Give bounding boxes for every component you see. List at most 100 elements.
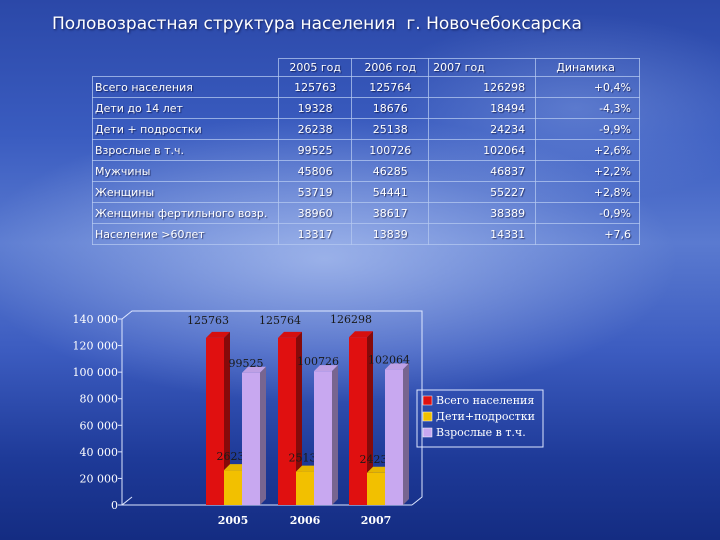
bar-top [278, 331, 302, 338]
bar-top [349, 331, 373, 338]
y-tick-label: 20 000 [80, 472, 119, 485]
row-label: Взрослые в т.ч. [92, 139, 279, 161]
table-header-row: 2005 год 2006 год 2007 год Динамика [92, 58, 640, 77]
legend-label: Дети+подростки [436, 410, 535, 423]
data-label: 125764 [259, 314, 301, 327]
bar-side [296, 331, 302, 505]
cell-dynamics: -9,9% [535, 118, 640, 140]
y-tick-label: 60 000 [80, 419, 119, 432]
cell-2006: 38617 [351, 202, 430, 224]
row-label: Всего населения [92, 76, 279, 98]
bar-side [224, 331, 230, 505]
bar [349, 337, 367, 505]
row-label: Население >60лет [92, 223, 279, 245]
bar-top [242, 366, 266, 373]
x-tick-label: 2007 [361, 514, 392, 527]
bar-top [314, 365, 338, 372]
header-dynamics: Динамика [535, 58, 640, 77]
data-label: 99525 [229, 357, 264, 370]
data-label: 102064 [368, 353, 410, 366]
cell-2007: 14331 [428, 223, 537, 245]
cell-2006: 18676 [351, 97, 430, 119]
bar [242, 372, 260, 505]
cell-2005: 53719 [277, 181, 353, 203]
cell-dynamics: +2,6% [535, 139, 640, 161]
population-table: 2005 год 2006 год 2007 год Динамика Всег… [92, 58, 640, 245]
bar [206, 337, 224, 505]
table-row: Взрослые в т.ч. 99525 100726 102064 +2,6… [92, 139, 640, 161]
cell-2005: 45806 [277, 160, 353, 182]
header-2006: 2006 год [351, 58, 430, 77]
data-label: 125763 [187, 314, 229, 327]
table-row: Мужчины 45806 46285 46837 +2,2% [92, 160, 640, 182]
cell-dynamics: +2,8% [535, 181, 640, 203]
bar-side [332, 365, 338, 505]
cell-dynamics: -0,9% [535, 202, 640, 224]
cell-dynamics: +2,2% [535, 160, 640, 182]
bar-top [385, 363, 409, 370]
cell-2006: 25138 [351, 118, 430, 140]
cell-2005: 19328 [277, 97, 353, 119]
bar-side [403, 363, 409, 505]
cell-2007: 126298 [428, 76, 537, 98]
header-2005: 2005 год [277, 58, 353, 77]
data-label: 100726 [297, 355, 339, 368]
y-tick-label: 120 000 [73, 340, 119, 353]
chart-floor-edge [121, 496, 133, 506]
bar [224, 470, 242, 505]
chart-legend: Всего населения Дети+подростки Взрослые в … [416, 389, 544, 448]
y-tick-label: 0 [111, 499, 118, 512]
cell-dynamics: +0,4% [535, 76, 640, 98]
bar [314, 371, 332, 505]
cell-2005: 125763 [277, 76, 353, 98]
cell-2006: 54441 [351, 181, 430, 203]
population-bar-chart: 0 20 000 40 000 60 000 80 000 100 000 120 000 1… [73, 310, 544, 527]
row-label: Дети + подростки [92, 118, 279, 140]
legend-label: Всего населения [436, 394, 534, 407]
cell-2007: 46837 [428, 160, 537, 182]
cell-2005: 13317 [277, 223, 353, 245]
cell-2005: 38960 [277, 202, 353, 224]
cell-2007: 102064 [428, 139, 537, 161]
table-row: Женщины фертильного возр. 38960 38617 38… [92, 202, 640, 224]
table-row: Женщины 53719 54441 55227 +2,8% [92, 181, 640, 203]
chart-back-wall [121, 310, 423, 506]
x-tick-label: 2005 [218, 514, 249, 527]
cell-2006: 100726 [351, 139, 430, 161]
legend-label: Взрослые в т.ч. [436, 426, 526, 439]
bar-side [260, 366, 266, 505]
table-row: Дети до 14 лет 19328 18676 18494 -4,3% [92, 97, 640, 119]
bar [385, 369, 403, 505]
row-label: Женщины фертильного возр. [92, 202, 279, 224]
row-label: Мужчины [92, 160, 279, 182]
table-row: Дети + подростки 26238 25138 24234 -9,9% [92, 118, 640, 140]
y-tick-label: 100 000 [73, 366, 119, 379]
cell-2006: 46285 [351, 160, 430, 182]
cell-2006: 125764 [351, 76, 430, 98]
cell-2005: 26238 [277, 118, 353, 140]
cell-2005: 99525 [277, 139, 353, 161]
legend-swatch [422, 411, 433, 422]
x-tick-label: 2006 [290, 514, 321, 527]
y-tick-label: 80 000 [80, 393, 119, 406]
row-label: Женщины [92, 181, 279, 203]
bar-side [367, 331, 373, 505]
cell-dynamics: +7,6 [535, 223, 640, 245]
cell-2007: 55227 [428, 181, 537, 203]
bar [367, 472, 385, 505]
page-title: Половозрастная структура населения г. Но… [52, 14, 582, 34]
cell-dynamics: -4,3% [535, 97, 640, 119]
cell-2007: 24234 [428, 118, 537, 140]
table-row: Всего населения 125763 125764 126298 +0,… [92, 76, 640, 98]
table-corner-cell [92, 58, 279, 77]
bar [296, 471, 314, 505]
table-row: Население >60лет 13317 13839 14331 +7,6 [92, 223, 640, 245]
y-tick-label: 40 000 [80, 446, 119, 459]
legend-swatch [422, 395, 433, 406]
legend-swatch [422, 427, 433, 438]
data-label: 126298 [330, 313, 372, 326]
bar [278, 337, 296, 505]
legend-box [416, 389, 544, 448]
cell-2007: 18494 [428, 97, 537, 119]
header-2007: 2007 год [428, 58, 537, 77]
